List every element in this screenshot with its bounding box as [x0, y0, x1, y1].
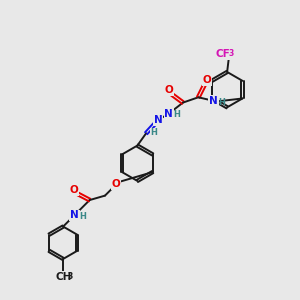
Text: H: H: [218, 98, 225, 106]
Text: CF: CF: [216, 49, 231, 59]
Text: CH: CH: [55, 272, 72, 282]
Text: 3: 3: [228, 49, 233, 58]
Text: N: N: [164, 109, 173, 119]
Text: O: O: [69, 185, 78, 195]
Text: H: H: [79, 212, 86, 221]
Text: N: N: [209, 96, 218, 106]
Text: O: O: [164, 85, 173, 95]
Text: N: N: [70, 210, 79, 220]
Text: H: H: [174, 110, 180, 119]
Text: O: O: [112, 179, 121, 190]
Text: N: N: [154, 115, 162, 125]
Text: O: O: [203, 75, 212, 85]
Text: 3: 3: [67, 272, 73, 281]
Text: H: H: [150, 128, 157, 137]
